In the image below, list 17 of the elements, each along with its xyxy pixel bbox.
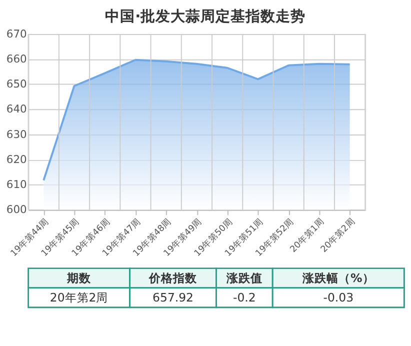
- text: 657.92: [152, 290, 194, 304]
- y-tick-label: 610: [6, 178, 28, 192]
- text: -0.2: [233, 290, 256, 304]
- text: -0.03: [323, 290, 354, 304]
- text: 涨跌幅（%）: [302, 270, 374, 285]
- y-tick-label: 600: [6, 203, 28, 216]
- chart-title: 中国·批发大蒜周定基指数走势: [105, 6, 306, 25]
- y-tick-label: 620: [6, 152, 28, 166]
- y-tick-label: 650: [6, 78, 28, 91]
- y-tick-label: 670: [6, 27, 28, 40]
- text: 涨跌值: [225, 270, 262, 285]
- y-tick-label: 630: [6, 128, 28, 141]
- text: 期数: [66, 270, 92, 285]
- y-tick-label: 660: [6, 52, 28, 66]
- y-tick-label: 640: [6, 102, 28, 116]
- text: 价格指数: [148, 270, 198, 285]
- text: 20年第2周: [50, 290, 108, 304]
